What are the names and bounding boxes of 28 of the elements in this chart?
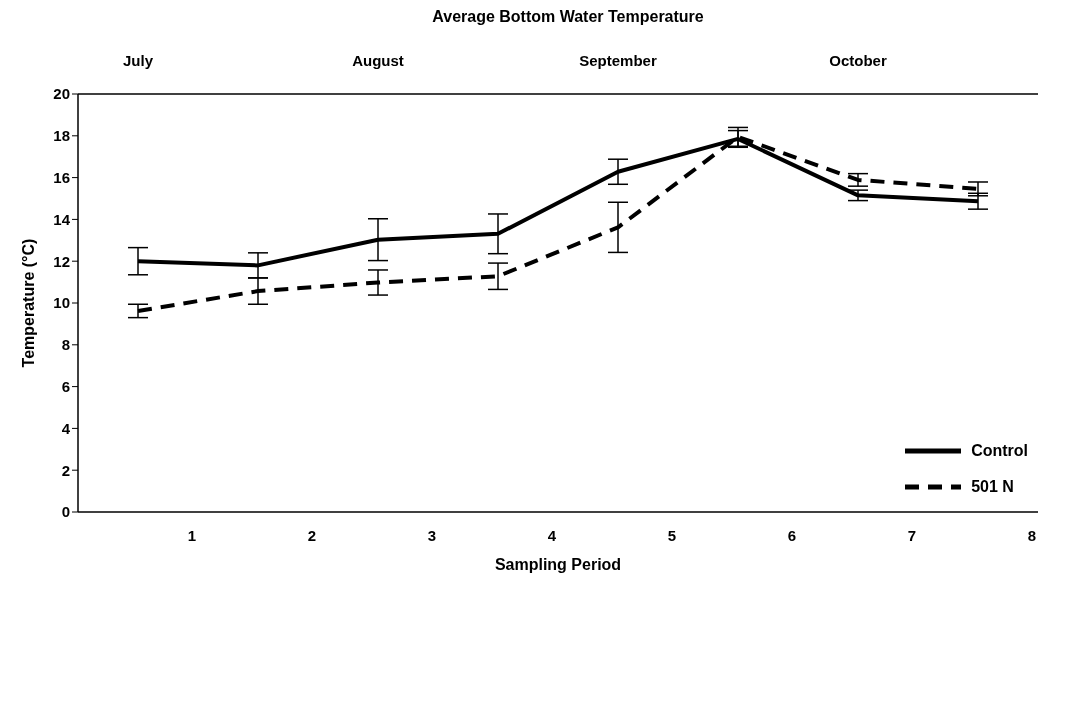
text: July xyxy=(122,52,154,69)
x-tick-label: 3 xyxy=(427,526,437,544)
x-tick-label: 7 xyxy=(907,526,917,544)
x-axis-title: Sampling Period xyxy=(494,556,622,573)
text: October xyxy=(828,52,888,69)
y-tick-label: 10 xyxy=(53,294,70,312)
x-tick-label: 8 xyxy=(1027,526,1037,544)
y-tick-label: 14 xyxy=(53,210,71,228)
x-tick-label: 4 xyxy=(547,526,557,544)
chart-title: Average Bottom Water Temperature xyxy=(431,8,705,27)
x-tick-label: 2 xyxy=(307,526,317,544)
y-tick-label: 20 xyxy=(53,85,70,103)
text: September xyxy=(578,52,658,69)
x-tick-label: 6 xyxy=(787,526,797,544)
y-tick-label: 6 xyxy=(61,377,70,395)
x-tick-label: 5 xyxy=(667,526,677,544)
y-tick-label: 8 xyxy=(61,336,70,354)
y-tick-label: 16 xyxy=(53,168,70,186)
y-tick-label: 12 xyxy=(53,252,70,270)
y-tick-label: 2 xyxy=(61,461,70,479)
y-tick-label: 4 xyxy=(61,419,71,437)
y-axis-title: Temperature (°C) xyxy=(19,238,37,368)
legend-label: Control xyxy=(971,442,1028,460)
text: August xyxy=(351,52,405,69)
legend-label: 501 N xyxy=(971,478,1014,496)
x-tick-label: 1 xyxy=(187,526,197,544)
y-tick-label: 0 xyxy=(61,503,70,521)
y-tick-label: 18 xyxy=(53,127,70,145)
